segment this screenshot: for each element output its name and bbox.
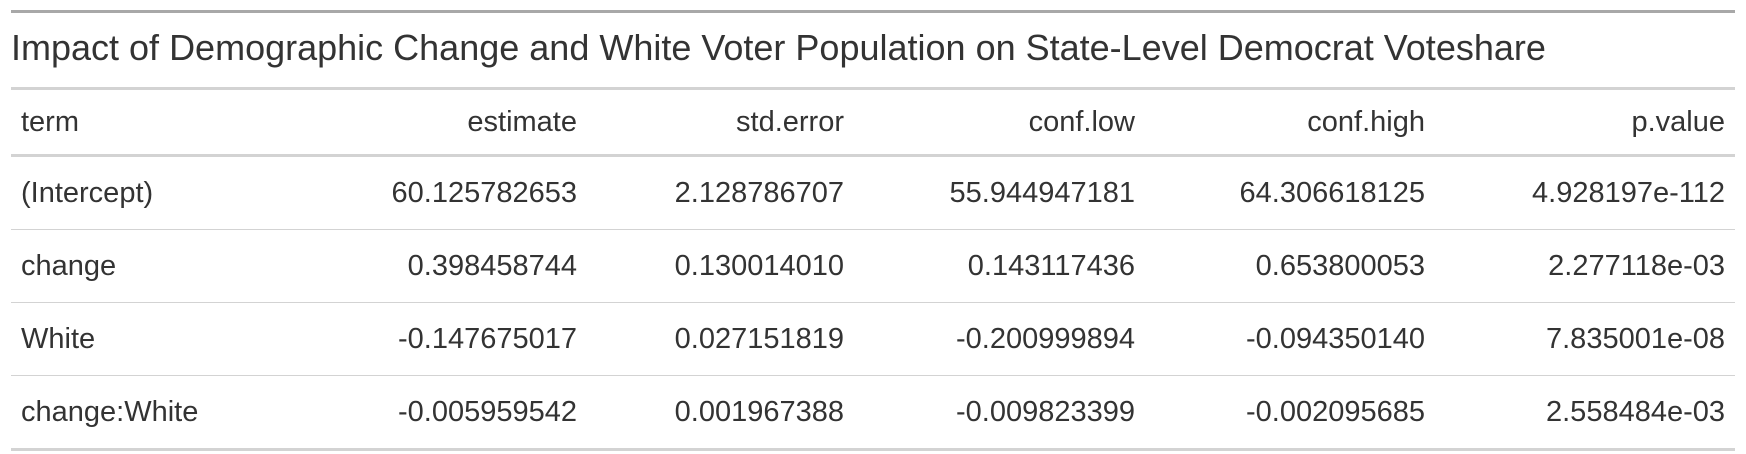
cell-conf-high: 0.653800053 [1145, 229, 1435, 303]
cell-estimate: -0.147675017 [301, 302, 587, 376]
cell-conf-high: -0.094350140 [1145, 302, 1435, 376]
cell-p-value: 4.928197e-112 [1435, 155, 1735, 230]
header-row: term estimate std.error conf.low conf.hi… [11, 90, 1735, 157]
cell-estimate: 60.125782653 [301, 155, 587, 230]
top-rule [11, 10, 1735, 13]
table-row: change:White -0.005959542 0.001967388 -0… [11, 375, 1735, 451]
cell-conf-high: -0.002095685 [1145, 375, 1435, 451]
column-header-p-value: p.value [1435, 90, 1735, 157]
cell-p-value: 2.558484e-03 [1435, 375, 1735, 451]
cell-conf-low: -0.009823399 [854, 375, 1145, 451]
regression-table-container: Impact of Demographic Change and White V… [11, 10, 1735, 451]
table-row: change 0.398458744 0.130014010 0.1431174… [11, 229, 1735, 303]
column-header-term: term [11, 90, 301, 157]
table-row: (Intercept) 60.125782653 2.128786707 55.… [11, 155, 1735, 230]
cell-p-value: 2.277118e-03 [1435, 229, 1735, 303]
cell-estimate: -0.005959542 [301, 375, 587, 451]
column-header-std-error: std.error [587, 90, 854, 157]
cell-conf-low: 55.944947181 [854, 155, 1145, 230]
cell-std-error: 0.001967388 [587, 375, 854, 451]
column-header-estimate: estimate [301, 90, 587, 157]
cell-conf-high: 64.306618125 [1145, 155, 1435, 230]
cell-term: (Intercept) [11, 155, 301, 230]
cell-std-error: 2.128786707 [587, 155, 854, 230]
cell-estimate: 0.398458744 [301, 229, 587, 303]
cell-conf-low: -0.200999894 [854, 302, 1145, 376]
cell-conf-low: 0.143117436 [854, 229, 1145, 303]
table-row: White -0.147675017 0.027151819 -0.200999… [11, 302, 1735, 376]
column-header-conf-high: conf.high [1145, 90, 1435, 157]
column-header-conf-low: conf.low [854, 90, 1145, 157]
cell-term: White [11, 302, 301, 376]
cell-p-value: 7.835001e-08 [1435, 302, 1735, 376]
cell-term: change:White [11, 375, 301, 451]
cell-std-error: 0.027151819 [587, 302, 854, 376]
cell-term: change [11, 229, 301, 303]
table-title: Impact of Demographic Change and White V… [11, 13, 1735, 90]
regression-table: term estimate std.error conf.low conf.hi… [11, 90, 1735, 451]
cell-std-error: 0.130014010 [587, 229, 854, 303]
